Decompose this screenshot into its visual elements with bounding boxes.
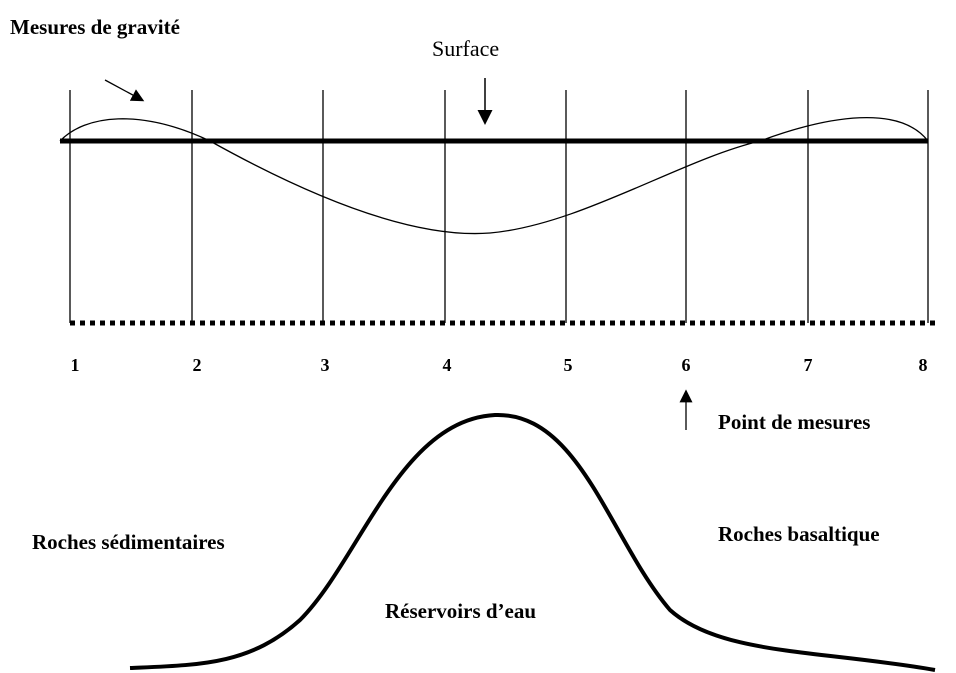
label: Réservoirs d’eau (385, 599, 536, 623)
gravity-curve (59, 117, 929, 235)
point-label: 4 (443, 355, 452, 375)
label: Roches basaltique (718, 522, 880, 546)
point-label: 2 (193, 355, 202, 375)
label: Roches sédimentaires (32, 530, 225, 554)
point-label: 1 (71, 355, 80, 375)
point-label: 5 (564, 355, 573, 375)
point-label: 3 (321, 355, 330, 375)
label: Mesures de gravité (10, 15, 180, 39)
reservoir-curve (129, 412, 936, 672)
point-label: 7 (804, 355, 813, 375)
measure-lines (69, 90, 929, 323)
point-label: 6 (682, 355, 691, 375)
point-label: 8 (919, 355, 928, 375)
label: Surface (432, 36, 499, 61)
arrow (104, 79, 145, 102)
label: Point de mesures (718, 410, 870, 434)
